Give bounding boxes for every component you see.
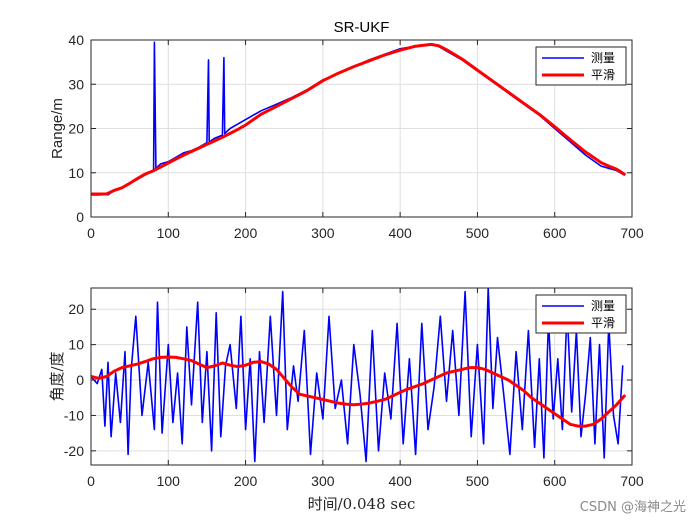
y-tick-label: 20: [68, 301, 84, 317]
x-tick-label: 100: [157, 473, 181, 489]
legend-box: [535, 46, 627, 86]
legend-box: [535, 294, 627, 334]
x-tick-label: 200: [234, 473, 258, 489]
series-line-smoothed: [91, 355, 626, 428]
series-line-smoothed: [91, 42, 626, 196]
watermark: CSDN @海神之光: [579, 500, 686, 515]
y-tick-label: 30: [68, 76, 84, 92]
x-tick-label: 100: [157, 225, 181, 241]
y-axis-label: Range/m: [49, 98, 66, 159]
x-tick-label: 300: [311, 225, 335, 241]
y-tick-label: 0: [76, 209, 84, 225]
x-tick-label: 700: [620, 473, 644, 489]
y-tick-label: 20: [68, 121, 84, 137]
x-tick-label: 500: [466, 225, 490, 241]
x-tick-label: 200: [234, 225, 258, 241]
legend-entry-label: 平滑: [591, 316, 615, 330]
chart-2: 0 100 200 300 400 500 600 700 -20 -10 0 10 20 时间/0.04…: [48, 287, 644, 513]
x-tick-label: 0: [87, 225, 95, 241]
x-tick-label: 400: [388, 473, 412, 489]
x-tick-label: 600: [543, 473, 567, 489]
x-tick-label: 0: [87, 473, 95, 489]
x-tick-label: 500: [466, 473, 490, 489]
y-tick-label: 0: [76, 372, 84, 388]
x-tick-label: 700: [620, 225, 644, 241]
chart-title: SR-UKF: [334, 19, 390, 36]
y-tick-label: 10: [68, 337, 84, 353]
x-tick-label: 300: [311, 473, 335, 489]
axes-box: [90, 287, 633, 466]
y-tick-label: -10: [64, 407, 84, 423]
y-tick-label: -20: [64, 443, 84, 459]
x-tick-label: 600: [543, 225, 567, 241]
chart-1: 0 100 200 300 400 500 600 700 0 10 20 30 40 SR-UKF Ran…: [49, 19, 644, 241]
x-axis-label: 时间/0.048 sec: [308, 495, 416, 513]
legend-entry-label: 平滑: [591, 68, 615, 82]
series-line-measured: [91, 288, 624, 463]
y-axis-label: 角度/度: [48, 351, 66, 401]
x-tick-label: 400: [388, 225, 412, 241]
legend-entry-label: 测量: [591, 299, 615, 313]
y-tick-label: 40: [68, 32, 84, 48]
y-tick-label: 10: [68, 165, 84, 181]
legend-entry-label: 测量: [591, 51, 615, 65]
